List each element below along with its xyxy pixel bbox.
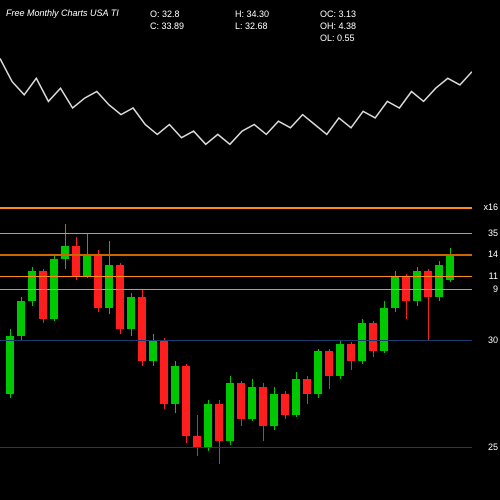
candle-body [17,301,25,335]
candle-body [149,340,157,361]
candle-body [105,265,113,308]
candle-body [325,351,333,377]
candle-body [61,246,69,259]
horizontal-level-line [0,340,472,341]
y-axis-label: 35 [488,228,498,238]
candle-body [171,366,179,405]
candle-body [193,436,201,447]
candle-body [94,254,102,308]
candle-body [303,379,311,394]
close-value: 33.89 [162,20,185,32]
candle-body [281,394,289,415]
candle-body [292,379,300,415]
candle-body [116,265,124,329]
chart-title: Free Monthly Charts USA TI [6,8,119,18]
close-label: C: [150,20,159,32]
candle-body [237,383,245,419]
y-axis-label: 9 [493,284,498,294]
price-candlestick-panel: x16 35 14 11 9 30 25 [0,190,500,490]
candle-body [204,404,212,447]
candle-body [160,340,168,404]
chart-root: Free Monthly Charts USA TI O: 32.8 C: 33… [0,0,500,500]
ohlc-col-2: H: 34.30 L: 32.68 [235,8,269,32]
candle-body [182,366,190,437]
candle-body [391,276,399,308]
candle-body [39,271,47,318]
oh-label: OH: [320,20,336,32]
y-axis-label: 30 [488,335,498,345]
y-axis-label: 25 [488,442,498,452]
candle-body [347,344,355,361]
candle-body [248,387,256,419]
candle-body [138,297,146,361]
candle-body [380,308,388,351]
candle-body [358,323,366,362]
candle-body [435,265,443,297]
horizontal-level-line [0,276,472,277]
candle-body [314,351,322,394]
indicator-line-chart [0,42,472,174]
horizontal-level-line [0,447,472,448]
oc-value: 3.13 [339,8,357,20]
low-value: 32.68 [245,20,268,32]
candle-body [259,387,267,426]
ohlc-col-3: OC: 3.13 OH: 4.38 OL: 0.55 [320,8,356,44]
candle-body [226,383,234,441]
candle-body [83,254,91,275]
y-axis-label: 11 [489,271,498,281]
high-label: H: [235,8,244,20]
horizontal-level-line [0,233,472,234]
open-value: 32.8 [162,8,180,20]
oc-label: OC: [320,8,336,20]
candle-body [6,336,14,394]
candle-wick [197,415,198,456]
horizontal-level-line [0,289,472,290]
candle-body [72,246,80,276]
oh-value: 4.38 [339,20,357,32]
candle-body [270,394,278,426]
y-axis-label: x16 [483,202,498,212]
high-value: 34.30 [247,8,270,20]
candle-body [369,323,377,351]
open-label: O: [150,8,160,20]
upper-indicator-panel [0,42,500,174]
candle-body [127,297,135,329]
y-axis-label: 14 [488,249,498,259]
horizontal-level-line [0,207,472,209]
horizontal-level-line [0,254,472,256]
low-label: L: [235,20,243,32]
candle-body [336,344,344,376]
candle-body [215,404,223,440]
ohlc-col-1: O: 32.8 C: 33.89 [150,8,184,32]
